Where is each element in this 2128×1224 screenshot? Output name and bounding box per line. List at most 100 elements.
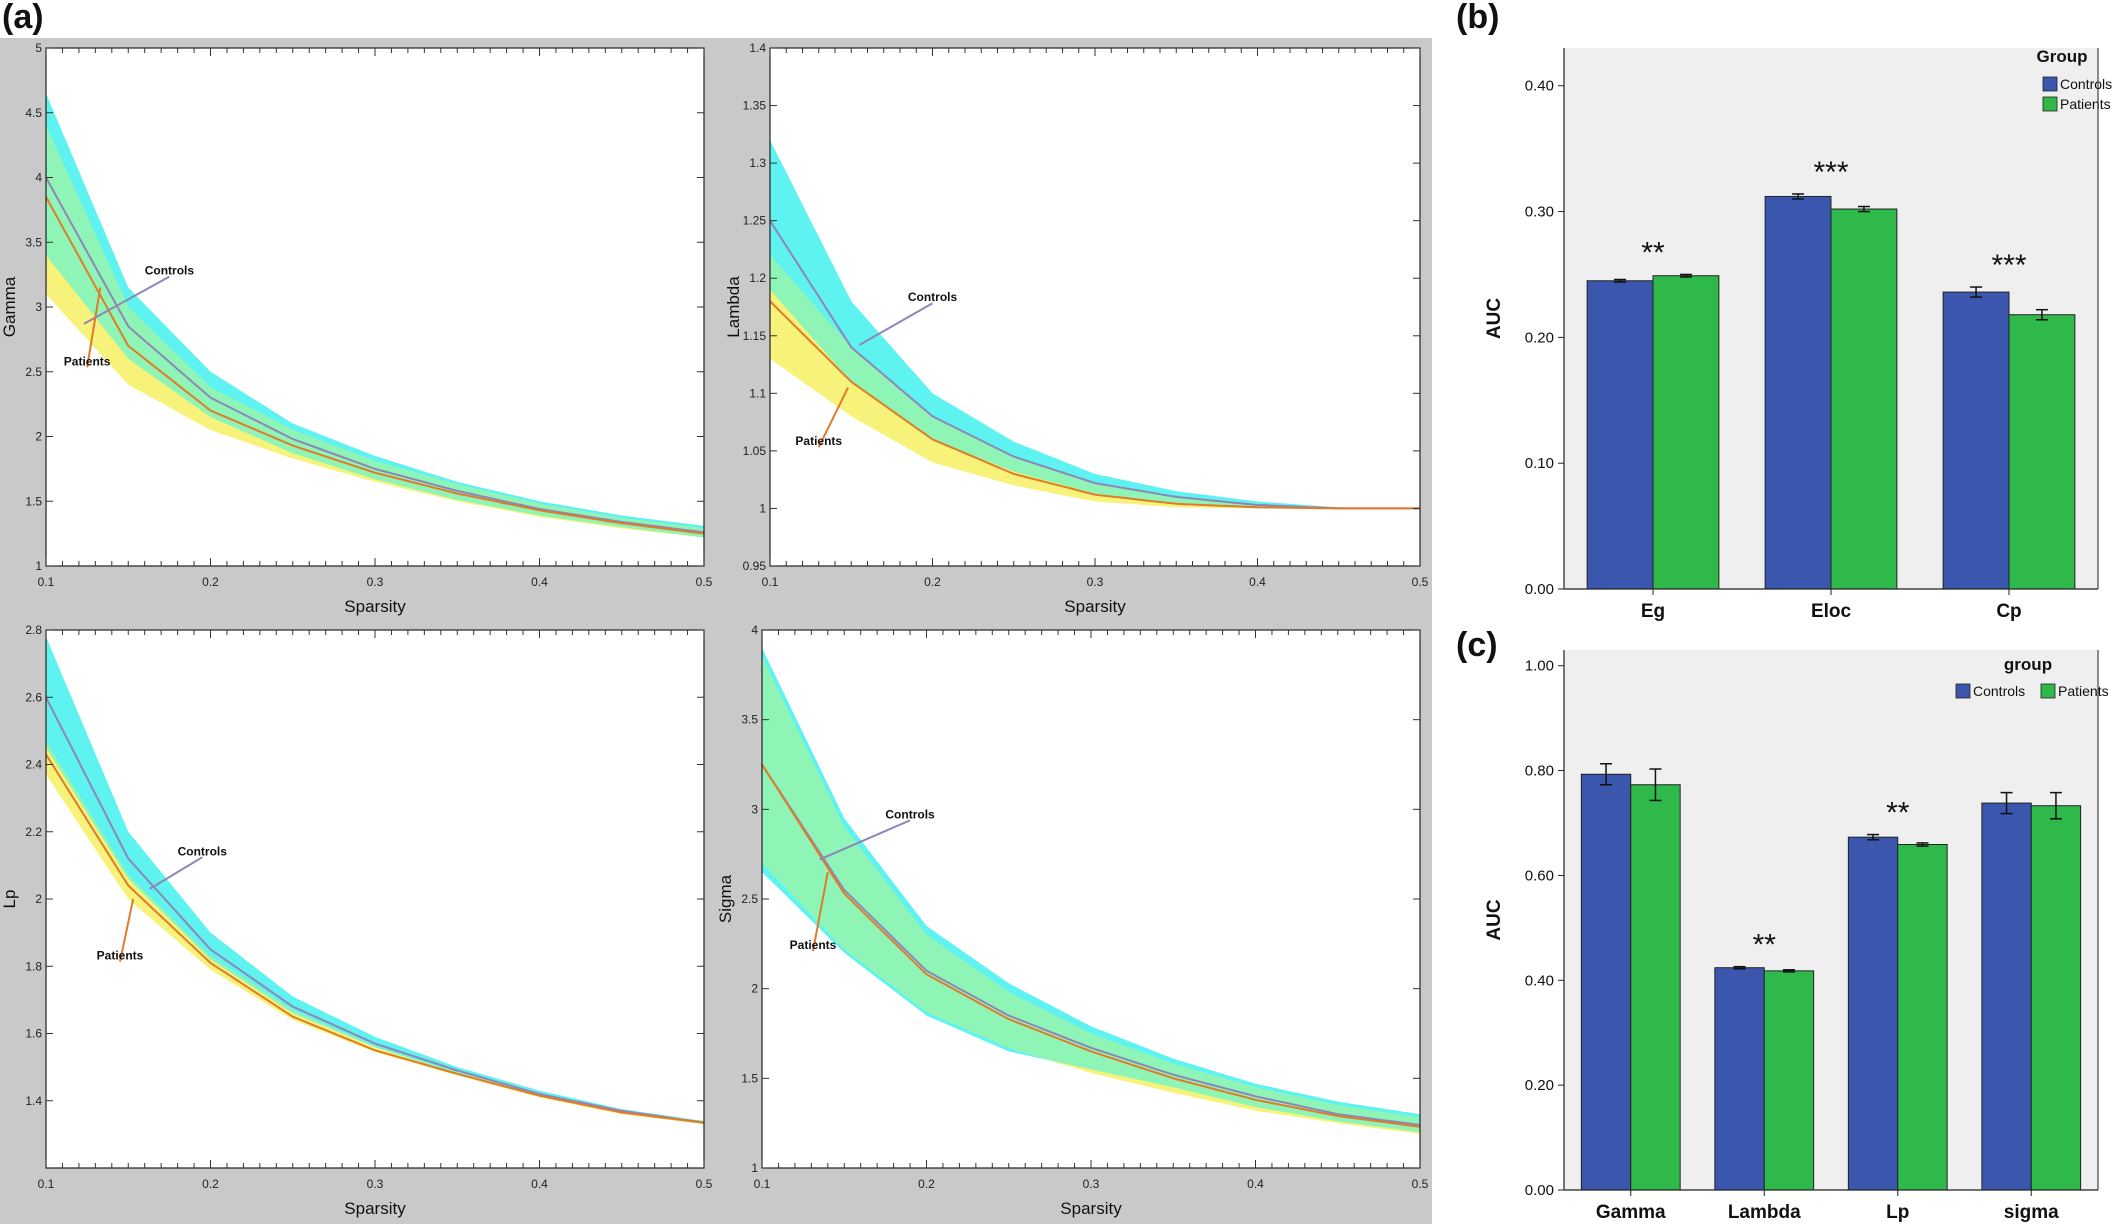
panel-label-c: (c) [1456,626,1498,664]
auc_c-bar-patients-sigma [2030,805,2082,1191]
gamma-controls-line [45,177,705,534]
auc_b-y-tick-label: 0.20 [1525,329,1554,346]
auc_c-significance-lp: ** [1886,797,1910,830]
auc_b-y-tick-label: 0.10 [1525,455,1554,472]
sigma-x-tick-label: 0.4 [1247,1177,1264,1191]
sigma-x-tick-label: 0.1 [754,1177,771,1191]
auc_b-legend-label-controls: Controls [2060,76,2112,92]
lp-y-tick-label: 1.6 [25,1027,42,1041]
lp-y-tick-label: 2.2 [25,825,42,839]
gamma-x-tick-label: 0.2 [202,575,219,589]
gamma-y-tick-label: 5 [35,41,42,55]
auc_b-x-tick-label: Eloc [1811,601,1852,622]
auc_c-bar-controls-sigma [1981,802,2032,1191]
lambda-x-tick-label: 0.4 [1249,575,1266,589]
auc_b-bar-patients-cp [2008,314,2076,590]
sigma-y-tick-label: 3.5 [741,713,758,727]
gamma-patients-line [45,196,705,535]
lp-x-tick-label: 0.4 [531,1177,548,1191]
auc_c-y-tick-label: 0.40 [1525,972,1554,989]
auc_b-y-axis-label: AUC [1484,298,1505,339]
lambda-y-tick-label: 0.95 [743,559,767,573]
lambda-y-tick-label: 1.2 [749,271,766,285]
sigma-x-tick-label: 0.2 [918,1177,935,1191]
sigma-y-tick-label: 4 [751,623,758,637]
lp-line-chart: 0.1 0.2 0.3 0.4 0.5 1.4 1.6 1.8 2 2.2 2.4 2.6 2.8 Spa… [0,623,713,1218]
lp-y-tick-label: 2 [35,892,42,906]
auc_b-x-tick-label: Cp [1996,601,2021,622]
auc_c-x-tick-label: Lambda [1728,1202,1801,1223]
lp-y-tick-label: 2.8 [25,623,42,637]
auc_c-bar-patients-lp [1897,844,1948,1191]
gamma-x-tick-label: 0.1 [38,575,55,589]
auc_c-legend-swatch-patients [2040,683,2056,699]
lp-y-axis-label: Lp [0,890,19,909]
sigma-controls-annotation: Controls [885,807,935,821]
lambda-y-tick-label: 1.3 [749,156,766,170]
sigma-x-axis-label: Sparsity [1060,1199,1122,1218]
sigma-y-tick-label: 2.5 [741,892,758,906]
lambda-y-axis-label: Lambda [724,276,743,338]
lp-controls-annotation: Controls [178,844,228,858]
sigma-x-tick-label: 0.3 [1083,1177,1100,1191]
lambda-y-tick-label: 1.15 [743,329,767,343]
lambda-y-tick-label: 1.35 [743,99,767,113]
auc_c-x-tick-label: sigma [2004,1202,2059,1223]
lp-patients-line [45,753,705,1124]
auc_c-legend-title: group [2004,655,2052,674]
auc_c-y-tick-label: 0.00 [1525,1182,1554,1199]
lp-x-tick-label: 0.3 [367,1177,384,1191]
lp-y-tick-label: 1.4 [25,1094,42,1108]
gamma-y-tick-label: 3 [35,300,42,314]
lambda-controls-leader-line [858,302,933,346]
gamma-controls-leader-line [83,275,170,325]
auc_c-legend-swatch-controls [1955,683,1971,699]
auc-bar-chart-c: Gamma ** Lambda ** Lp sigma 0.00 0.20 0.40 0.60 0.… [1484,650,2109,1223]
auc_b-x-tick-label: Eg [1641,601,1665,622]
gamma-x-axis-label: Sparsity [344,597,406,616]
auc_b-significance-eg: ** [1641,236,1665,269]
auc_b-significance-cp: *** [1991,249,2026,282]
lambda-x-tick-label: 0.1 [762,575,779,589]
auc_c-y-tick-label: 0.20 [1525,1077,1554,1094]
lp-y-tick-label: 2.6 [25,690,42,704]
auc_c-bar-controls-gamma [1580,773,1632,1191]
sigma-controls-line [761,763,1421,1126]
lp-y-tick-label: 2.4 [25,758,42,772]
lp-x-tick-label: 0.2 [202,1177,219,1191]
auc_c-bar-patients-gamma [1630,784,1681,1191]
lambda-y-tick-label: 1.1 [749,386,766,400]
gamma-y-tick-label: 2.5 [25,365,42,379]
lambda-controls-annotation: Controls [908,290,958,304]
auc_c-legend-label-controls: Controls [1973,683,2025,699]
lambda-patients-band [770,255,1420,509]
auc_b-y-tick-label: 0.30 [1525,204,1554,221]
sigma-patients-annotation: Patients [790,938,837,952]
sigma-patients-leader-line [812,871,829,952]
auc_b-y-tick-label: 0.00 [1525,581,1554,598]
gamma-x-tick-label: 0.5 [696,575,713,589]
lambda-line-chart: 0.1 0.2 0.3 0.4 0.5 0.95 1 1.05 1.1 1.15 1.2 1.25 1.… [724,41,1429,616]
auc-bar-chart-b: ** Eg *** Eloc *** Cp 0.00 0.10 0.20 0.30 0.40 AUC G… [1484,47,2112,622]
auc_c-legend-label-patients: Patients [2058,683,2109,699]
lp-controls-leader-line [149,856,203,890]
gamma-x-tick-label: 0.3 [367,575,384,589]
sigma-x-tick-label: 0.5 [1412,1177,1429,1191]
gamma-y-tick-label: 4 [35,171,42,185]
auc_c-bar-patients-lambda [1763,970,1815,1191]
gamma-y-tick-label: 1.5 [25,494,42,508]
auc_c-y-tick-label: 0.60 [1525,867,1554,884]
gamma-patients-annotation: Patients [64,354,111,368]
lambda-x-tick-label: 0.2 [924,575,941,589]
lambda-x-tick-label: 0.5 [1412,575,1429,589]
lambda-x-axis-label: Sparsity [1064,597,1126,616]
gamma-y-tick-label: 1 [35,559,42,573]
auc_c-bar-controls-lambda [1714,967,1765,1191]
gamma-controls-annotation: Controls [145,264,195,278]
lp-x-axis-label: Sparsity [344,1199,406,1218]
auc_c-y-tick-label: 0.80 [1525,763,1554,780]
sigma-y-tick-label: 1 [751,1161,758,1175]
auc_c-x-tick-label: Gamma [1596,1202,1666,1223]
auc_c-bar-controls-lp [1847,836,1899,1191]
